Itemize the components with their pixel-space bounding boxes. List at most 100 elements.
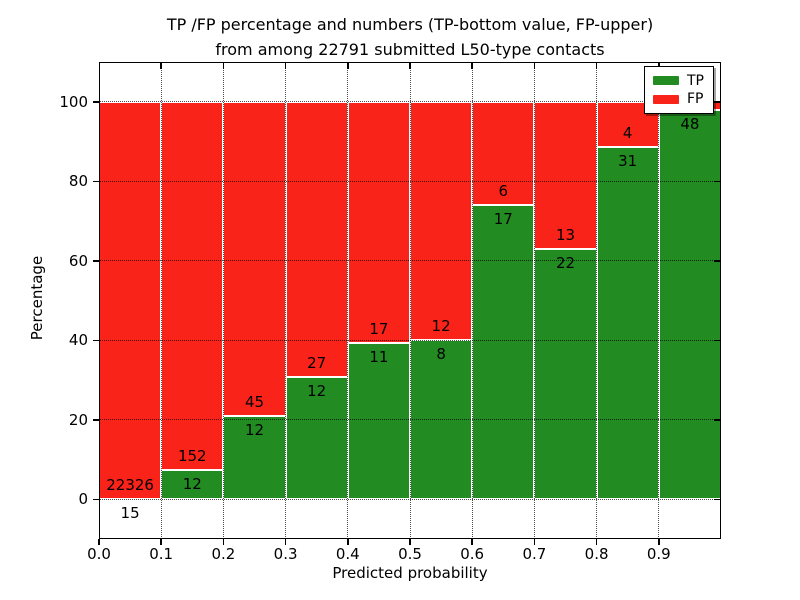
y-tick-mark (93, 101, 99, 103)
y-tick-mark-right (714, 101, 720, 103)
bar-fp-segment (285, 101, 348, 377)
gridline-vertical (658, 62, 660, 539)
gridline-vertical (285, 62, 287, 539)
x-tick-label: 0.8 (584, 545, 609, 563)
legend-item-tp: TP (645, 74, 713, 88)
bar-tp-segment (658, 109, 721, 500)
bar-fp-segment (347, 101, 410, 344)
bar-tp-segment (534, 249, 597, 500)
tp-count-label: 12 (244, 420, 265, 439)
x-tick-mark (471, 539, 473, 545)
y-tick-mark (93, 260, 99, 262)
x-tick-label: 0.5 (398, 545, 422, 563)
fp-count-label: 27 (307, 353, 327, 372)
tp-count-label: 12 (307, 381, 327, 400)
x-tick-mark (409, 539, 411, 545)
x-tick-mark (160, 539, 162, 545)
bar-tp-segment (223, 415, 286, 500)
y-tick-mark-right (714, 180, 720, 182)
x-tick-mark-top (284, 63, 287, 69)
x-tick-mark (98, 539, 100, 545)
fp-count-label: 6 (498, 182, 509, 201)
y-tick-mark-right (714, 339, 720, 341)
x-tick-label: 0.7 (522, 545, 547, 563)
gridline-vertical (409, 62, 411, 539)
y-tick-label: 0 (78, 490, 88, 509)
tp-count-label: 22 (555, 254, 576, 273)
x-tick-mark (533, 539, 536, 545)
fp-count-label: 152 (177, 447, 207, 466)
y-tick-label: 20 (68, 410, 88, 429)
bar-tp-segment (161, 470, 224, 500)
tp-color-swatch (653, 76, 679, 86)
gridline-vertical (347, 62, 349, 539)
bar-tp-segment (596, 147, 659, 500)
x-tick-mark-top (595, 63, 598, 69)
y-tick-label: 80 (68, 172, 88, 191)
x-tick-mark (347, 539, 349, 545)
x-tick-mark-top (471, 63, 473, 69)
gridline-vertical (222, 62, 224, 539)
legend-label-fp: FP (687, 91, 704, 108)
y-tick-mark (93, 419, 99, 421)
x-tick-mark (595, 539, 598, 545)
y-tick-label: 40 (68, 331, 88, 350)
bar-fp-segment (99, 101, 162, 499)
fp-count-label: 13 (555, 226, 576, 245)
bar-tp-segment (472, 205, 535, 500)
tp-count-label: 8 (436, 345, 446, 364)
y-tick-mark-right (714, 260, 720, 262)
x-tick-label: 0.2 (211, 545, 236, 563)
chart-title-line2: from among 22791 submitted L50-type cont… (215, 40, 605, 59)
x-tick-mark-top (347, 63, 349, 69)
fp-count-label: 4 (622, 124, 633, 143)
y-tick-label: 60 (68, 251, 88, 270)
x-tick-mark (658, 539, 660, 545)
chart-title-line1: TP /FP percentage and numbers (TP-bottom… (166, 15, 654, 34)
fp-count-label: 17 (369, 320, 389, 339)
x-tick-mark-top (533, 63, 536, 69)
y-tick-mark (93, 498, 99, 500)
x-tick-mark-top (160, 63, 162, 69)
x-tick-mark (284, 539, 287, 545)
gridline-vertical (160, 62, 162, 539)
tp-count-label: 48 (680, 114, 700, 133)
gridline-vertical (471, 62, 473, 539)
y-tick-mark (93, 180, 99, 182)
bar-fp-segment (161, 101, 224, 471)
y-tick-mark-right (714, 419, 720, 421)
fp-count-label: 22326 (106, 475, 154, 494)
x-tick-label: 0.0 (87, 545, 111, 563)
x-tick-label: 0.3 (273, 545, 298, 563)
bar-tp-segment (347, 343, 410, 500)
y-tick-mark (93, 339, 99, 341)
bar-fp-segment (410, 101, 473, 341)
fp-count-label: 45 (244, 392, 265, 411)
x-tick-label: 0.1 (149, 545, 174, 563)
y-tick-label: 100 (59, 92, 88, 111)
bar-tp-segment (285, 376, 348, 500)
x-tick-mark (222, 539, 225, 545)
fp-count-label: 12 (431, 317, 451, 336)
legend: TP FP (644, 66, 714, 114)
fp-color-swatch (653, 94, 679, 104)
x-tick-mark-top (409, 63, 411, 69)
tp-count-label: 15 (120, 503, 140, 522)
tp-count-label: 31 (618, 152, 638, 171)
tp-count-label: 17 (493, 210, 513, 229)
x-tick-label: 0.9 (646, 545, 671, 563)
chart-title: TP /FP percentage and numbers (TP-bottom… (60, 12, 760, 62)
bar-fp-segment (596, 101, 659, 148)
x-tick-mark-top (222, 63, 225, 69)
legend-item-fp: FP (645, 92, 713, 106)
gridline-vertical (596, 62, 598, 539)
gridline-vertical (533, 62, 535, 539)
bar-fp-segment (472, 101, 535, 206)
tp-count-label: 12 (182, 475, 202, 494)
bar-fp-segment (534, 101, 597, 250)
x-tick-label: 0.4 (335, 545, 360, 563)
x-axis-label: Predicted probability (332, 564, 488, 582)
y-axis-label: Percentage (28, 255, 46, 341)
x-tick-label: 0.6 (460, 545, 485, 563)
